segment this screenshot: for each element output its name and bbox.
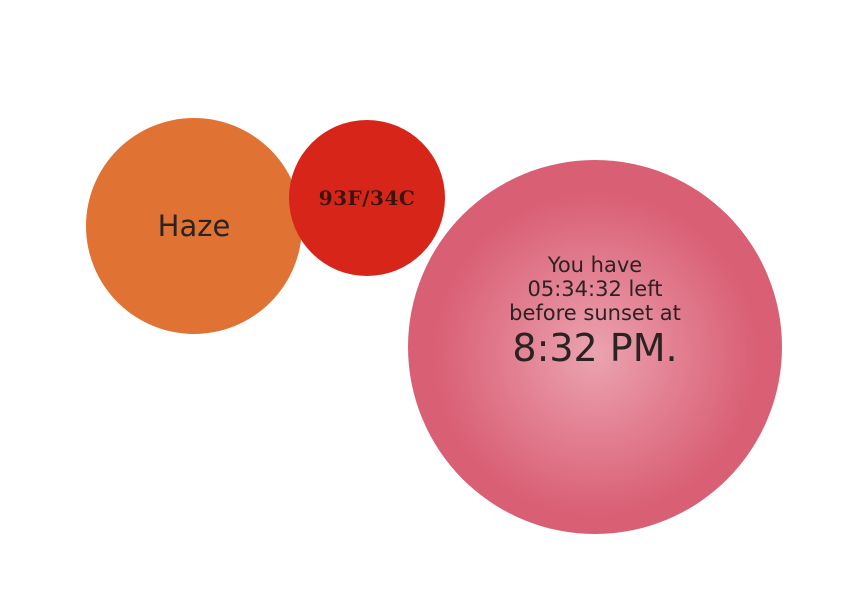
sunset-before-text: before sunset at [509,301,681,325]
temperature-bubble: 93F/34C [289,120,445,276]
sunset-intro-text: You have [547,253,643,277]
sunset-text-block: You have 05:34:32 left before sunset at … [509,253,681,371]
weather-condition-label: Haze [157,209,231,243]
sunset-time: 8:32 PM. [512,326,678,370]
sunset-bubble: You have 05:34:32 left before sunset at … [408,160,782,534]
sunset-countdown: 05:34:32 left [527,277,663,301]
temperature-label: 93F/34C [318,186,416,210]
weather-condition-bubble: Haze [86,118,302,334]
